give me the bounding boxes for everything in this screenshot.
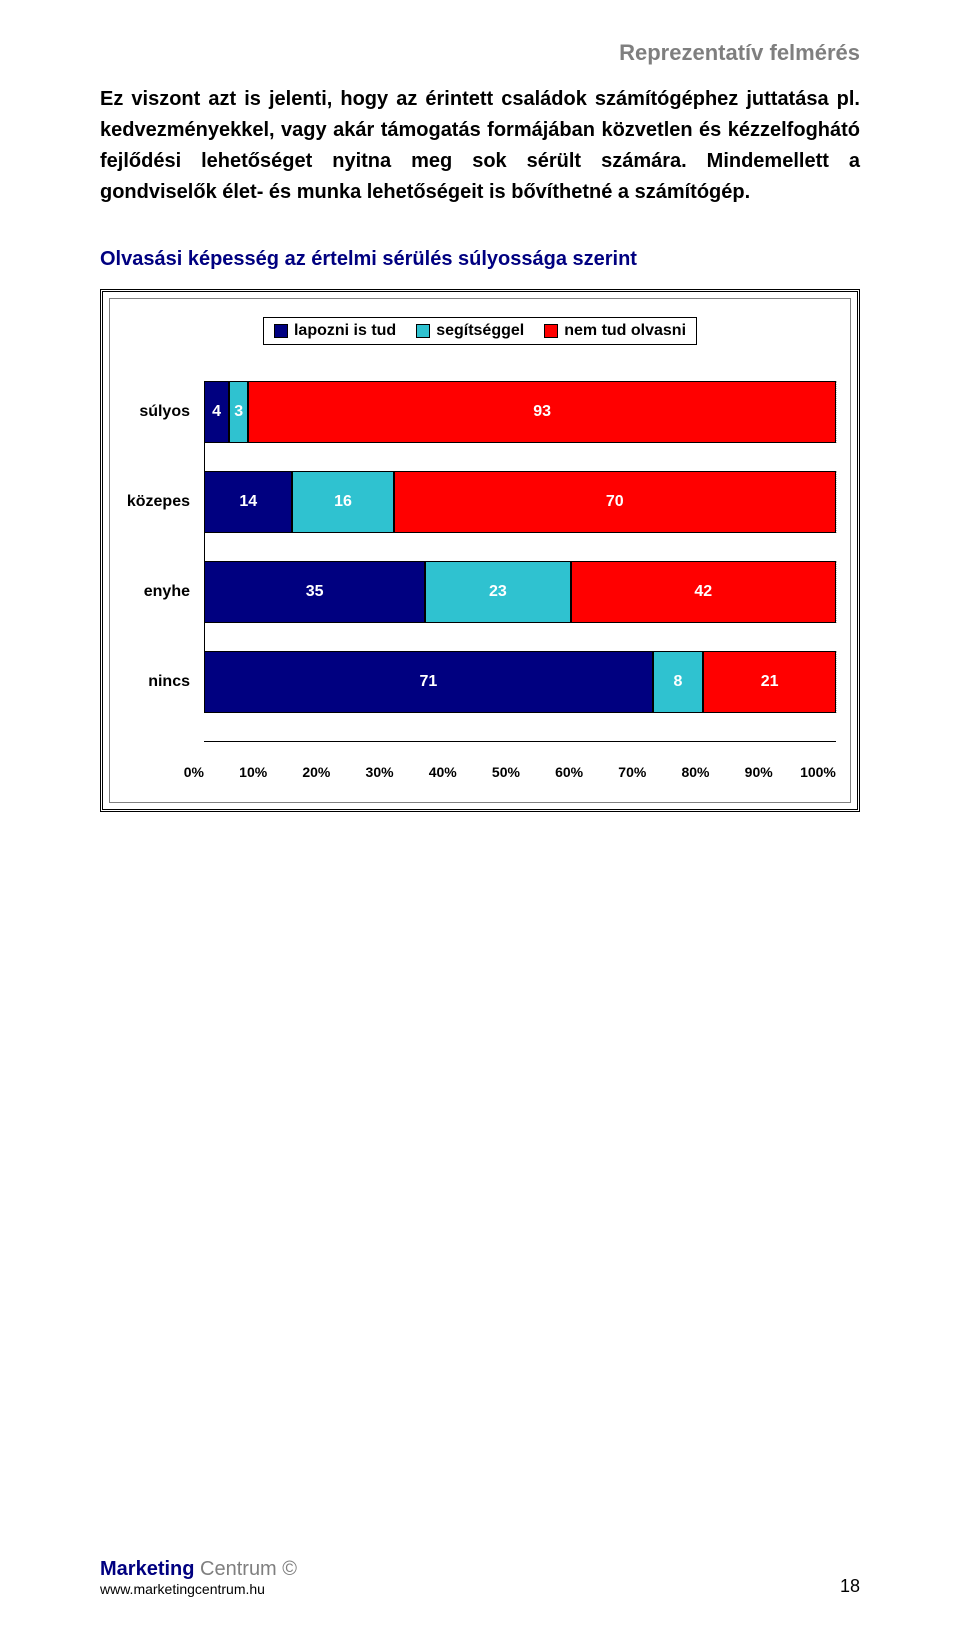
chart-area: lapozni is tud segítséggel nem tud olvasni…	[109, 298, 851, 803]
legend-swatch	[416, 324, 430, 338]
bar-segment: 71	[204, 651, 653, 713]
bar-segment: 8	[653, 651, 704, 713]
bar-track: 352342	[204, 561, 836, 623]
footer-page-number: 18	[840, 1576, 860, 1597]
footer-left: Marketing Centrum © www.marketingcentrum…	[100, 1558, 297, 1597]
chart-legend: lapozni is tud segítséggel nem tud olvasni	[263, 317, 697, 345]
page-footer: Marketing Centrum © www.marketingcentrum…	[100, 1558, 860, 1597]
chart-row: súlyos4393	[124, 381, 836, 443]
category-label: nincs	[124, 673, 204, 691]
chart-row: közepes141670	[124, 471, 836, 533]
legend-label: nem tud olvasni	[564, 322, 686, 340]
category-label: súlyos	[124, 403, 204, 421]
bar-segment: 16	[292, 471, 393, 533]
category-label: enyhe	[124, 583, 204, 601]
bar-segment: 70	[394, 471, 836, 533]
x-axis-ticks	[204, 742, 836, 748]
chart-frame: lapozni is tud segítséggel nem tud olvasni…	[100, 289, 860, 812]
page: Reprezentatív felmérés Ez viszont azt is…	[0, 0, 960, 1627]
legend-item: nem tud olvasni	[544, 322, 686, 340]
legend-label: segítséggel	[436, 322, 524, 340]
x-axis-labels: 0%10%20%30%40%50%60%70%80%90%100%	[204, 764, 836, 780]
legend-item: segítséggel	[416, 322, 524, 340]
category-label: közepes	[124, 493, 204, 511]
bar-segment: 3	[229, 381, 248, 443]
chart-row: enyhe352342	[124, 561, 836, 623]
bar-segment: 93	[248, 381, 836, 443]
footer-url: www.marketingcentrum.hu	[100, 1581, 297, 1597]
page-header: Reprezentatív felmérés	[100, 40, 860, 66]
bar-segment: 14	[204, 471, 292, 533]
chart-title: Olvasási képesség az értelmi sérülés súl…	[100, 248, 860, 271]
footer-brand-b: Centrum ©	[200, 1558, 297, 1580]
legend-swatch	[274, 324, 288, 338]
bar-track: 71821	[204, 651, 836, 713]
bar-segment: 21	[703, 651, 836, 713]
legend-item: lapozni is tud	[274, 322, 396, 340]
chart-row: nincs71821	[124, 651, 836, 713]
legend-swatch	[544, 324, 558, 338]
legend-label: lapozni is tud	[294, 322, 396, 340]
bar-segment: 35	[204, 561, 425, 623]
chart-plot: súlyos4393közepes141670enyhe352342nincs7…	[124, 381, 836, 713]
bar-track: 4393	[204, 381, 836, 443]
footer-brand-a: Marketing	[100, 1558, 200, 1580]
bar-segment: 42	[571, 561, 836, 623]
bar-segment: 4	[204, 381, 229, 443]
bar-track: 141670	[204, 471, 836, 533]
body-paragraph: Ez viszont azt is jelenti, hogy az érint…	[100, 84, 860, 208]
bar-segment: 23	[425, 561, 570, 623]
